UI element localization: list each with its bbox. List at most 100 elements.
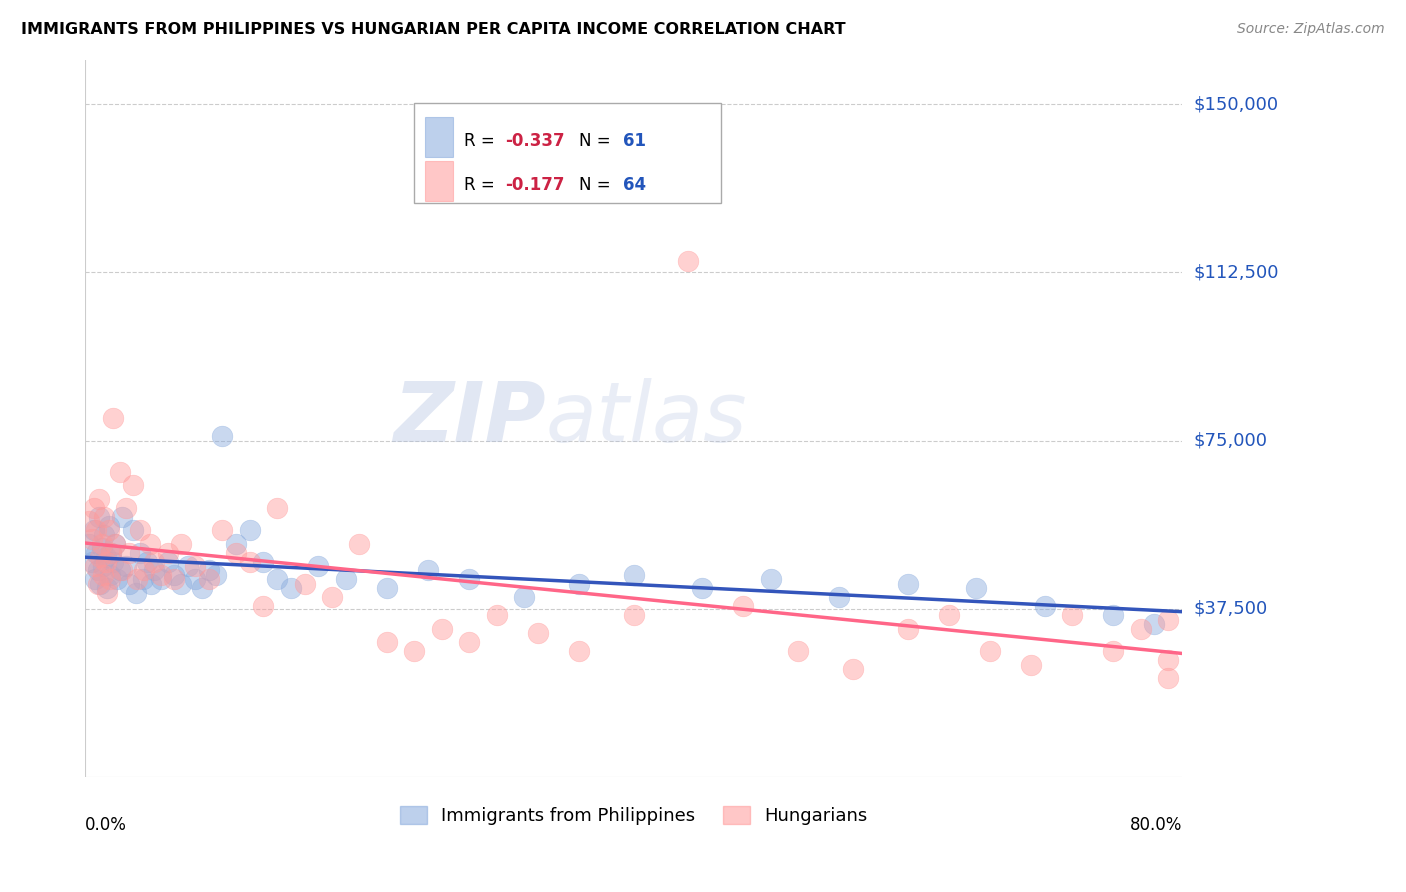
Point: [90, 541, 112, 555]
Point: [87, 509, 110, 524]
Point: [897, 577, 920, 591]
Point: [149, 568, 172, 582]
Point: [86, 564, 108, 578]
Text: 80.0%: 80.0%: [1129, 816, 1182, 834]
Point: [156, 555, 179, 569]
Text: 0.0%: 0.0%: [86, 816, 127, 834]
Point: [93, 509, 115, 524]
Point: [87, 491, 110, 506]
Point: [125, 586, 148, 600]
Text: $112,500: $112,500: [1194, 263, 1278, 282]
Point: [79, 514, 101, 528]
Point: [97, 523, 120, 537]
Point: [82, 555, 104, 569]
Point: [82, 532, 104, 546]
Text: -0.337: -0.337: [505, 132, 565, 150]
Point: [513, 591, 536, 605]
Point: [170, 577, 193, 591]
Point: [965, 582, 987, 596]
Point: [100, 545, 122, 559]
Point: [142, 564, 165, 578]
Point: [83, 559, 105, 574]
Point: [90, 536, 112, 550]
Text: R =: R =: [464, 176, 499, 194]
Point: [104, 536, 127, 550]
Text: R =: R =: [464, 132, 499, 150]
Point: [842, 662, 865, 676]
Point: [122, 478, 145, 492]
Point: [1157, 613, 1180, 627]
Point: [252, 599, 274, 614]
Point: [828, 591, 851, 605]
Point: [94, 549, 117, 564]
Point: [127, 573, 149, 587]
Point: [623, 608, 645, 623]
Point: [118, 577, 141, 591]
Text: $75,000: $75,000: [1194, 432, 1267, 450]
Point: [280, 582, 302, 596]
Point: [96, 586, 118, 600]
Point: [526, 626, 548, 640]
Point: [225, 536, 247, 550]
Point: [375, 582, 398, 596]
Point: [83, 500, 105, 515]
Point: [83, 523, 105, 537]
Point: [86, 577, 108, 591]
Point: [1019, 657, 1042, 672]
Point: [170, 536, 193, 550]
Point: [1102, 644, 1125, 658]
Point: [98, 573, 121, 587]
Point: [156, 545, 179, 559]
Point: [104, 536, 127, 550]
Point: [225, 545, 247, 559]
FancyBboxPatch shape: [415, 103, 721, 203]
Point: [568, 644, 591, 658]
Point: [733, 599, 755, 614]
Point: [132, 573, 155, 587]
Text: $37,500: $37,500: [1194, 599, 1267, 617]
Point: [416, 564, 439, 578]
Point: [134, 564, 156, 578]
Point: [266, 500, 288, 515]
Point: [568, 577, 591, 591]
Point: [177, 559, 200, 574]
Point: [136, 555, 159, 569]
Point: [335, 573, 357, 587]
Point: [91, 559, 114, 574]
Point: [1062, 608, 1084, 623]
Point: [108, 564, 131, 578]
Point: [375, 635, 398, 649]
Point: [211, 429, 233, 443]
Text: $150,000: $150,000: [1194, 95, 1278, 113]
Point: [204, 568, 226, 582]
Point: [759, 573, 782, 587]
Point: [84, 523, 107, 537]
Point: [149, 573, 172, 587]
Point: [938, 608, 960, 623]
Point: [321, 591, 343, 605]
Text: IMMIGRANTS FROM PHILIPPINES VS HUNGARIAN PER CAPITA INCOME CORRELATION CHART: IMMIGRANTS FROM PHILIPPINES VS HUNGARIAN…: [21, 22, 846, 37]
Point: [115, 559, 138, 574]
Point: [122, 523, 145, 537]
Point: [163, 568, 186, 582]
Point: [101, 555, 124, 569]
Point: [897, 622, 920, 636]
Point: [458, 635, 481, 649]
Point: [83, 573, 105, 587]
Legend: Immigrants from Philippines, Hungarians: Immigrants from Philippines, Hungarians: [392, 798, 875, 832]
Point: [678, 254, 700, 268]
Point: [979, 644, 1001, 658]
Point: [239, 555, 262, 569]
Point: [1129, 622, 1152, 636]
Point: [1102, 608, 1125, 623]
Point: [1143, 617, 1166, 632]
Point: [163, 573, 186, 587]
Point: [1157, 653, 1180, 667]
Point: [129, 545, 152, 559]
Text: N =: N =: [579, 132, 616, 150]
Text: ZIP: ZIP: [394, 377, 546, 458]
Text: Source: ZipAtlas.com: Source: ZipAtlas.com: [1237, 22, 1385, 37]
Point: [115, 500, 138, 515]
Point: [89, 549, 111, 564]
Point: [191, 582, 214, 596]
